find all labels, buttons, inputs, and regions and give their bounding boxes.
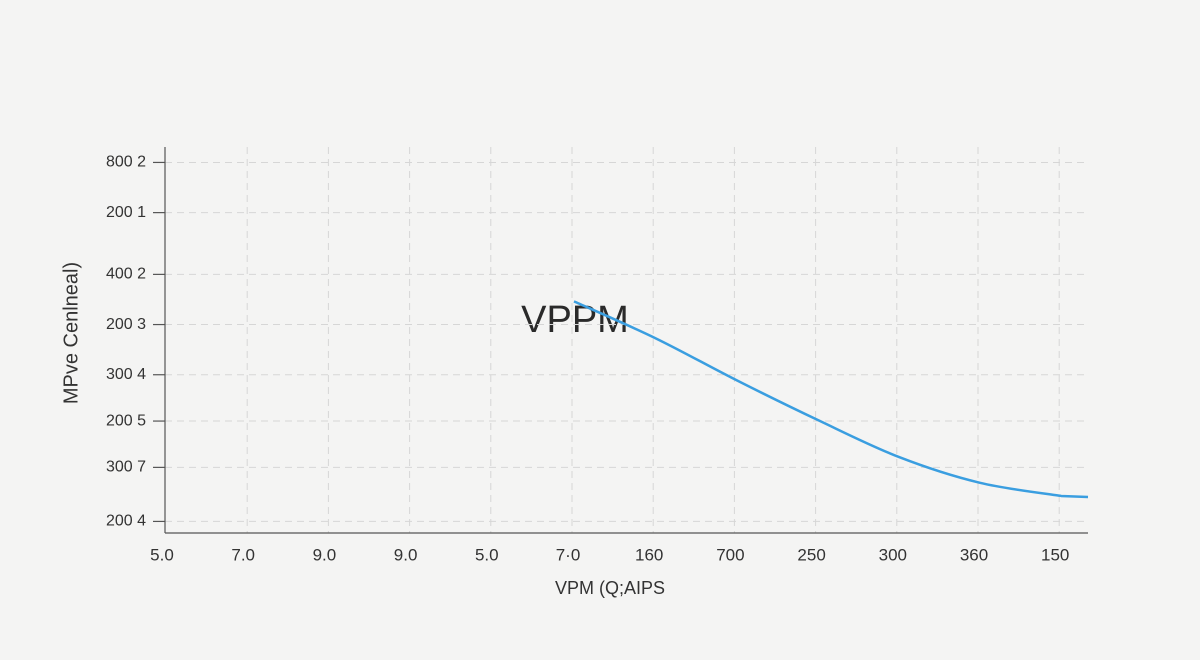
y-tick-label: 200 5 [106,412,146,429]
x-tick-label: 360 [960,545,988,564]
y-tick-label: 200 3 [106,316,146,333]
x-tick-label: 9.0 [394,545,418,564]
x-tick-label: 700 [716,545,744,564]
x-tick-label: 250 [797,545,825,564]
x-tick-label: 5.0 [150,545,174,564]
x-tick-label: 7.0 [231,545,255,564]
x-tick-label: 150 [1041,545,1069,564]
x-tick-label: 160 [635,545,663,564]
x-axis-title: VPM (Q;AIPS [555,578,665,598]
y-tick-label: 300 7 [106,459,146,476]
data-line [573,300,1089,499]
x-tick-label: 7·0 [556,545,581,564]
y-tick-label: 400 2 [106,266,146,283]
y-tick-label: 200 4 [106,513,146,530]
y-tick-label: 800 2 [106,154,146,171]
x-tick-label: 9.0 [313,545,337,564]
x-tick-label: 5.0 [475,545,499,564]
y-tick-label: 200 1 [106,204,146,221]
x-tick-label: 300 [879,545,907,564]
annotation: VPPM [521,299,629,341]
y-axis-title: MPve Cenlneal) [60,262,82,404]
y-tick-label: 300 4 [106,366,146,383]
